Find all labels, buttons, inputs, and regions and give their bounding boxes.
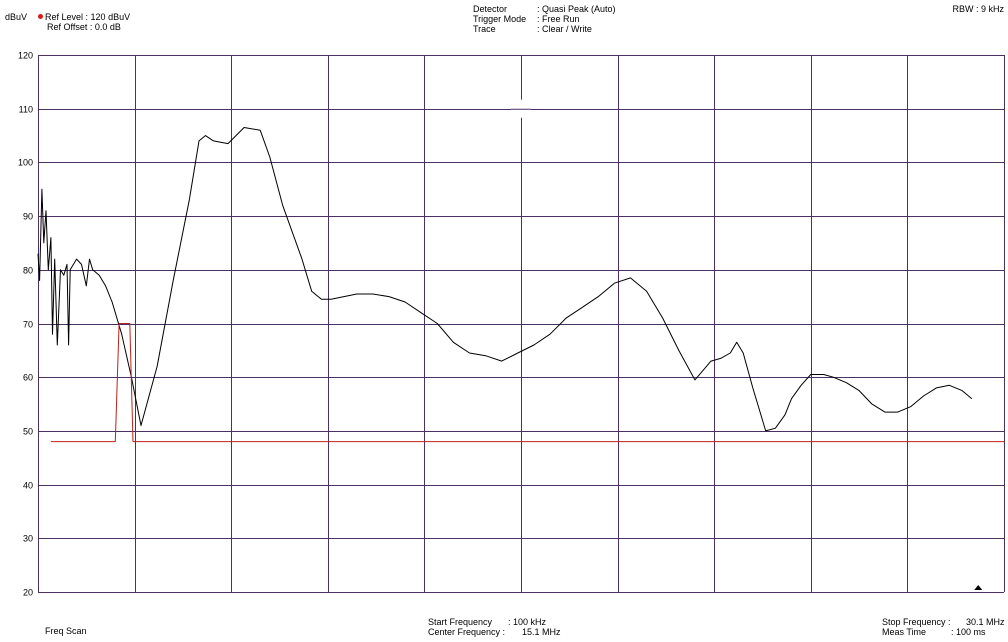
trace-label: Trace bbox=[473, 24, 496, 34]
center-frequency-value: 15.1 MHz bbox=[522, 627, 561, 637]
limit-line bbox=[50, 323, 1004, 443]
measurement-trace bbox=[37, 127, 973, 432]
ref-level-line: Ref Level : 120 dBuV bbox=[38, 12, 130, 22]
y-tick-label: 80 bbox=[23, 266, 33, 276]
stop-frequency-value: 30.1 MHz bbox=[966, 617, 1005, 627]
center-frequency-label: Center Frequency : bbox=[428, 627, 506, 637]
ref-level-label: Ref Level bbox=[45, 12, 84, 22]
y-tick-label: 110 bbox=[19, 105, 33, 115]
chart-markers bbox=[511, 99, 983, 590]
y-tick-label: 100 bbox=[18, 158, 33, 168]
trigger-mode-label: Trigger Mode bbox=[473, 14, 527, 24]
y-tick-label: 90 bbox=[23, 212, 33, 222]
meas-time-value: : 100 ms bbox=[951, 627, 986, 637]
ref-offset-label: Ref Offset : bbox=[47, 22, 93, 32]
y-tick-label: 60 bbox=[23, 373, 33, 383]
marker-triangle-icon bbox=[974, 585, 983, 590]
y-tick-label: 120 bbox=[18, 51, 33, 61]
start-frequency-value: : 100 kHz bbox=[508, 617, 547, 627]
detector-label: Detector bbox=[473, 4, 508, 14]
y-tick-label: 40 bbox=[23, 481, 33, 491]
y-tick-label: 70 bbox=[23, 320, 33, 330]
ref-level-value: : 120 dBuV bbox=[85, 12, 131, 22]
y-tick-label: 20 bbox=[23, 588, 33, 598]
stop-frequency-label: Stop Frequency : bbox=[882, 617, 951, 627]
scan-mode-label: Freq Scan bbox=[45, 626, 87, 636]
y-tick-label: 30 bbox=[23, 534, 33, 544]
y-axis-tick-labels: 20 30 40 50 60 70 80 90 100 110 120 bbox=[18, 51, 33, 598]
trace-value: : Clear / Write bbox=[537, 24, 592, 34]
trigger-mode-value: : Free Run bbox=[537, 14, 580, 24]
ref-offset-line: Ref Offset : 0.0 dB bbox=[47, 22, 121, 32]
ref-level-dot bbox=[38, 14, 43, 19]
meas-time-label: Meas Time bbox=[882, 627, 927, 637]
ref-offset-value: 0.0 dB bbox=[94, 22, 121, 32]
rbw-readout: RBW : 9 kHz bbox=[952, 4, 1004, 14]
chart-series bbox=[37, 127, 1004, 443]
detector-value: : Quasi Peak (Auto) bbox=[537, 4, 616, 14]
chart-grid bbox=[38, 55, 1005, 593]
start-frequency-label: Start Frequency bbox=[428, 617, 493, 627]
y-unit-label: dBuV bbox=[5, 12, 28, 22]
y-tick-label: 50 bbox=[23, 427, 33, 437]
